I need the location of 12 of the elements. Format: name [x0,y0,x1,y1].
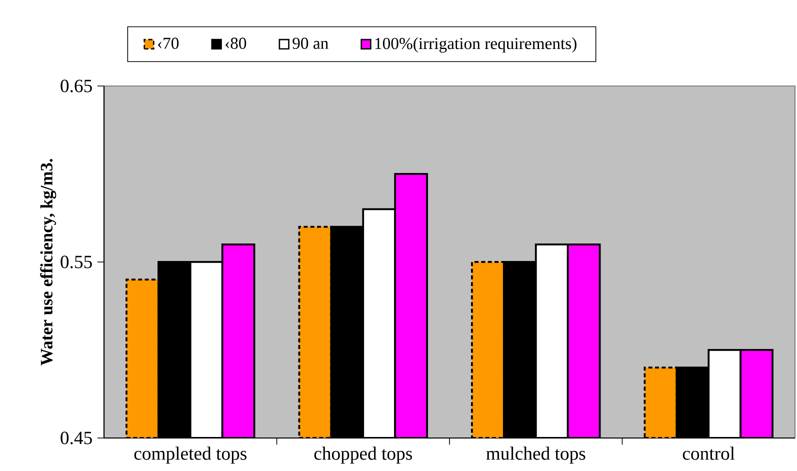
y-tick-label: 0.65 [60,80,92,92]
legend-label: ‹80 [226,38,246,49]
x-tick-label: completed tops [134,446,246,464]
legend-label: ‹70 [158,38,179,49]
y-axis-title: Water use efficiency, kg/m3. [40,159,56,366]
y-tick-label: 0.55 [60,256,92,268]
x-tick-label: chopped tops [314,446,412,464]
legend-label: 100%(irrigation requirements) [375,37,576,53]
x-tick-label: control [682,446,735,460]
x-tick-label: mulched tops [486,446,586,464]
legend-label: 90 an [292,38,328,49]
y-tick-label: 0.45 [60,432,92,444]
